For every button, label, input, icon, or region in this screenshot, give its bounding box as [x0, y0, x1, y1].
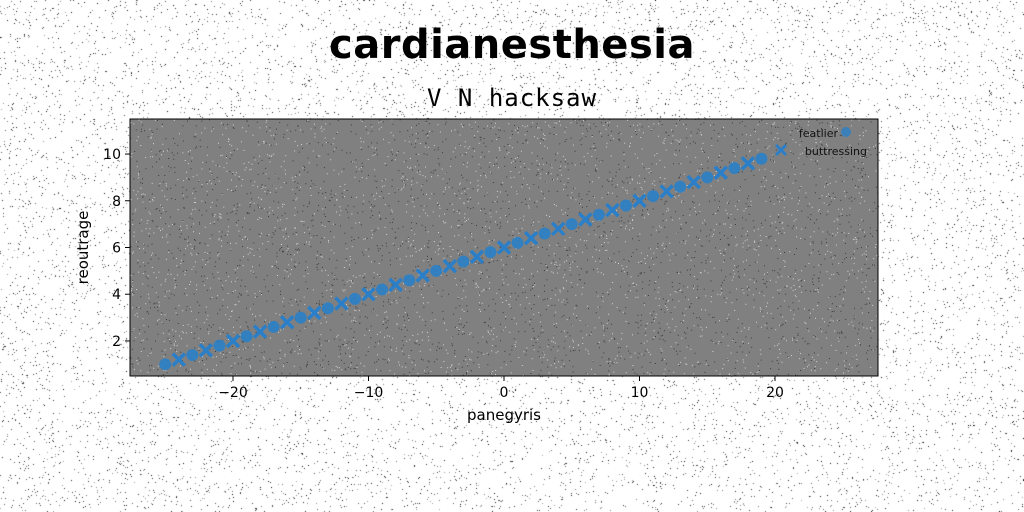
- data-point: [592, 208, 605, 221]
- data-point: [442, 258, 458, 274]
- chart-title: cardianesthesia: [329, 22, 695, 68]
- data-point: [755, 152, 768, 165]
- data-point: [321, 302, 334, 315]
- legend-label: buttressing: [805, 145, 867, 158]
- data-point: [186, 348, 199, 361]
- data-point: [225, 333, 241, 349]
- data-point: [376, 283, 389, 296]
- x-axis-label: panegyris: [467, 406, 541, 424]
- data-point: [171, 352, 187, 367]
- data-point: [457, 255, 470, 268]
- data-point: [388, 277, 403, 293]
- y-tick-label: 10: [103, 147, 121, 163]
- data-point: [198, 343, 214, 358]
- chart-subtitle: V N hacksaw: [427, 84, 597, 112]
- data-point: [550, 221, 566, 237]
- y-tick-label: 2: [112, 334, 121, 350]
- data-point: [713, 165, 729, 180]
- data-point: [240, 330, 253, 343]
- data-point: [159, 358, 172, 371]
- data-point: [430, 264, 443, 277]
- x-tick-label: 20: [766, 385, 784, 401]
- x-tick-label: 0: [500, 385, 509, 401]
- plot-marks: [159, 152, 768, 371]
- data-point: [334, 296, 349, 311]
- data-point: [252, 324, 268, 339]
- data-point: [415, 268, 430, 283]
- data-point: [307, 305, 322, 321]
- data-point: [538, 227, 551, 240]
- series-1: [171, 156, 756, 367]
- data-point: [565, 218, 578, 231]
- data-point: [578, 212, 593, 227]
- y-axis-label: reoutrage: [74, 211, 92, 285]
- data-point: [213, 339, 226, 352]
- data-point: [686, 174, 701, 190]
- data-point: [647, 190, 660, 203]
- data-point: [740, 156, 756, 171]
- data-point: [469, 249, 485, 265]
- data-point: [659, 184, 674, 199]
- data-point: [728, 162, 741, 175]
- data-point: [267, 320, 280, 333]
- data-point: [701, 171, 714, 184]
- legend: featlier buttressing: [774, 127, 867, 158]
- x-tick-label: −10: [354, 385, 384, 401]
- data-point: [403, 274, 416, 287]
- data-point: [511, 236, 524, 249]
- data-point: [279, 315, 295, 330]
- y-tick-label: 4: [112, 287, 121, 303]
- y-tick-label: 6: [112, 241, 121, 257]
- x-tick-label: −20: [218, 385, 248, 401]
- x-tick-label: 10: [631, 385, 649, 401]
- data-point: [361, 286, 376, 302]
- data-point: [348, 292, 361, 305]
- data-point: [496, 240, 512, 255]
- data-point: [484, 246, 497, 259]
- data-point: [632, 193, 647, 209]
- data-point: [605, 202, 620, 218]
- series-0: [159, 152, 768, 371]
- data-point: [294, 311, 307, 324]
- data-point: [619, 199, 632, 212]
- legend-marker: [774, 143, 788, 157]
- legend-marker: [841, 127, 851, 137]
- y-tick-label: 8: [112, 194, 121, 210]
- legend-label: featlier: [799, 127, 839, 140]
- data-point: [523, 230, 539, 246]
- data-point: [674, 180, 687, 193]
